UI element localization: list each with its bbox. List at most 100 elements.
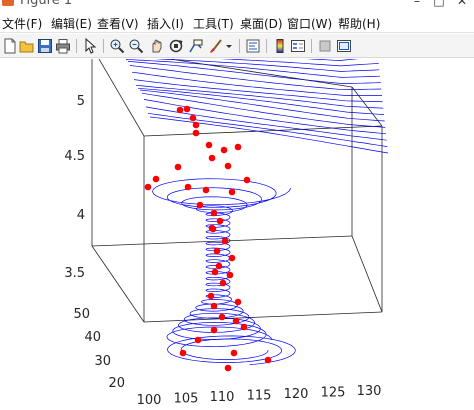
data-point — [216, 217, 224, 225]
streamline — [305, 59, 360, 61]
tick-label: 30 — [94, 354, 111, 369]
save-icon[interactable] — [37, 38, 53, 54]
toolbar-separator — [239, 39, 240, 53]
matlab-icon — [2, 0, 14, 6]
menu-help[interactable]: 帮助(H) — [338, 17, 381, 31]
streamline — [147, 112, 388, 147]
axes-edge — [351, 235, 383, 313]
figure-canvas[interactable]: 3.5 4 4.5 5 20 30 40 50 100 105 110 115 120 125 130 — [0, 59, 474, 410]
streamline — [127, 61, 381, 84]
streamline — [220, 59, 379, 67]
data-point — [215, 262, 223, 270]
data-point — [243, 176, 251, 184]
tick-label: 115 — [247, 389, 272, 404]
data-point — [220, 146, 228, 154]
axes-edge — [143, 125, 383, 137]
menu-insert[interactable]: 插入(I) — [147, 17, 184, 31]
data-point — [174, 163, 182, 171]
figure-toolbar — [0, 34, 474, 58]
hide-plot-tools-icon[interactable] — [317, 38, 333, 54]
data-point — [207, 292, 215, 300]
streamline — [141, 92, 386, 128]
tick-label: 110 — [210, 390, 235, 405]
brush-icon[interactable] — [207, 38, 223, 54]
axes-3d[interactable]: 3.5 4 4.5 5 20 30 40 50 100 105 110 115 120 125 130 — [0, 59, 474, 410]
scatter-points — [144, 105, 272, 372]
data-point — [224, 364, 232, 372]
data-point — [176, 106, 184, 114]
tick-label: 105 — [174, 392, 199, 407]
data-point — [179, 349, 187, 357]
data-point — [202, 186, 210, 194]
menu-view[interactable]: 查看(V) — [97, 17, 139, 31]
data-point — [211, 268, 219, 276]
data-point — [232, 317, 240, 325]
colorbar-icon[interactable] — [272, 38, 288, 54]
data-point — [240, 323, 248, 331]
menu-window[interactable]: 窗口(W) — [287, 17, 333, 31]
data-point — [226, 271, 234, 279]
new-figure-icon[interactable] — [2, 38, 18, 54]
axes-box — [91, 59, 383, 323]
pointer-icon[interactable] — [82, 38, 98, 54]
data-point — [189, 114, 197, 122]
bottom-swirl — [167, 335, 296, 365]
data-point — [234, 143, 242, 151]
menu-tools[interactable]: 工具(T) — [193, 17, 234, 31]
minimize-icon[interactable]: – — [414, 0, 420, 8]
link-plot-icon[interactable] — [245, 38, 261, 54]
streamline — [149, 116, 389, 154]
data-point — [144, 183, 152, 191]
show-plot-tools-icon[interactable] — [336, 38, 352, 54]
rotate-3d-icon[interactable] — [168, 38, 184, 54]
tick-label: 100 — [137, 393, 162, 408]
tick-label: 125 — [321, 386, 346, 401]
open-file-icon[interactable] — [19, 38, 35, 54]
data-cursor-icon[interactable] — [188, 38, 204, 54]
data-point — [234, 298, 242, 306]
data-point — [230, 349, 238, 357]
tick-label: 40 — [84, 330, 101, 345]
data-point — [184, 183, 192, 191]
axes-edge — [351, 86, 383, 127]
title-bar: Figure 1 – □ ✕ — [0, 0, 474, 12]
data-point — [194, 336, 202, 344]
data-point — [183, 105, 191, 113]
tick-label: 3.5 — [64, 266, 85, 281]
tick-label: 20 — [108, 376, 125, 391]
dropdown-arrow-icon[interactable] — [224, 38, 234, 54]
streamline — [135, 84, 384, 109]
data-point — [208, 154, 216, 162]
axes-edge — [167, 59, 353, 88]
data-point — [218, 313, 226, 321]
menu-file[interactable]: 文件(F) — [2, 17, 43, 31]
tick-label: 120 — [284, 387, 309, 402]
maximize-icon[interactable]: □ — [433, 0, 445, 8]
streamline — [143, 99, 387, 135]
streamline — [133, 79, 383, 103]
legend-icon[interactable] — [290, 38, 306, 54]
print-icon[interactable] — [55, 38, 71, 54]
close-icon[interactable]: ✕ — [456, 0, 468, 8]
tick-label: 50 — [73, 307, 90, 322]
data-point — [264, 356, 272, 364]
menu-bar: 文件(F) 编辑(E) 查看(V) 插入(I) 工具(T) 桌面(D) 窗口(W… — [0, 12, 474, 33]
axes-edge — [91, 245, 145, 323]
vortex-spiral — [152, 178, 292, 347]
streamline — [154, 59, 380, 72]
data-point — [210, 326, 218, 334]
data-point — [210, 209, 218, 217]
axes-edge — [98, 59, 145, 137]
data-point — [228, 188, 236, 196]
zoom-in-icon[interactable] — [109, 38, 125, 54]
pan-icon[interactable] — [148, 38, 164, 54]
streamline — [129, 65, 382, 91]
menu-desktop[interactable]: 桌面(D) — [240, 17, 283, 31]
zoom-out-icon[interactable] — [128, 38, 144, 54]
tick-labels: 3.5 4 4.5 5 20 30 40 50 100 105 110 115 120 125 130 — [64, 94, 381, 408]
menu-edit[interactable]: 编辑(E) — [51, 17, 92, 31]
data-point — [224, 162, 232, 170]
streamline — [125, 59, 381, 78]
data-point — [208, 224, 216, 232]
data-point — [210, 302, 218, 310]
